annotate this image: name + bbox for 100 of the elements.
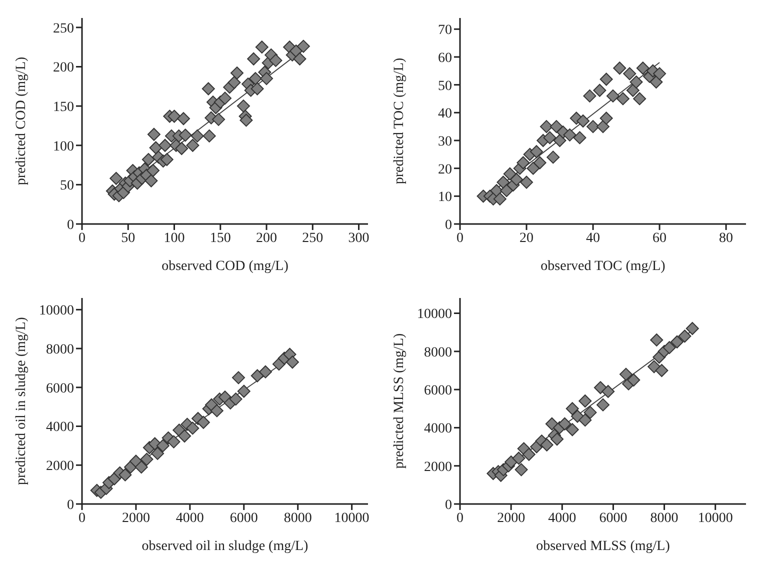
point [606, 89, 620, 102]
point [526, 162, 540, 175]
x-tick-label: 2000 [497, 510, 526, 526]
point [530, 145, 543, 158]
point [566, 402, 579, 416]
point [613, 62, 626, 75]
x-tick-label: 8000 [284, 510, 312, 526]
y-tick-label: 0 [67, 498, 74, 513]
point [533, 156, 546, 170]
x-axis-title: observed oil in sludge (mg/L) [142, 539, 309, 554]
x-tick-label: 0 [456, 230, 464, 246]
x-tick-label: 150 [210, 230, 231, 246]
point [550, 120, 563, 134]
point [520, 176, 534, 189]
y-tick-label: 40 [438, 106, 452, 122]
point [576, 114, 590, 128]
point [678, 330, 692, 343]
point [258, 365, 272, 378]
y-axis-title: predicted oil in sludge (mg/L) [14, 316, 29, 485]
point [140, 452, 154, 466]
point [286, 356, 299, 369]
point [630, 76, 643, 89]
point [545, 417, 558, 430]
x-axis-title: observed TOC (mg/L) [540, 259, 666, 274]
x-tick-label: 0 [78, 510, 86, 526]
y-tick-label: 8000 [424, 345, 452, 360]
x-tick-label: 40 [586, 230, 600, 246]
x-tick-label: 4000 [176, 510, 204, 526]
y-tick-label: 30 [438, 134, 452, 150]
point [596, 398, 610, 412]
point [516, 156, 530, 170]
point [232, 371, 245, 384]
x-tick-label: 250 [302, 230, 324, 246]
point [178, 429, 192, 442]
y-tick-label: 8000 [46, 342, 74, 358]
x-tick-label: 80 [719, 230, 734, 246]
point [600, 112, 613, 125]
x-tick-label: 6000 [230, 510, 258, 526]
point [250, 369, 264, 382]
x-tick-label: 6000 [599, 510, 628, 526]
point [602, 384, 615, 398]
x-tick-label: 100 [164, 230, 185, 246]
x-axis-title: observed MLSS (mg/L) [536, 539, 670, 554]
point [496, 176, 510, 189]
y-tick-label: 100 [53, 139, 74, 154]
point [627, 374, 640, 387]
x-tick-label: 0 [456, 510, 464, 526]
point [584, 406, 597, 419]
x-tick-label: 50 [121, 230, 136, 246]
point [151, 446, 164, 460]
point [619, 368, 632, 381]
x-tick-label: 300 [348, 230, 370, 246]
point [186, 422, 200, 435]
y-axis-title: predicted MLSS (mg/L) [392, 333, 407, 469]
y-tick-label: 0 [67, 218, 74, 233]
y-tick-label: 2000 [424, 460, 452, 475]
point [512, 452, 526, 465]
y-tick-label: 0 [445, 218, 452, 233]
x-axis-title: observed COD (mg/L) [162, 259, 289, 274]
point [648, 360, 661, 374]
y-tick-label: 250 [53, 21, 74, 36]
y-tick-label: 4000 [424, 422, 452, 437]
point [503, 167, 516, 180]
point [522, 448, 536, 461]
point [546, 150, 560, 164]
point [650, 333, 664, 346]
point [563, 128, 576, 142]
x-tick-label: 20 [520, 230, 534, 246]
point [636, 62, 650, 75]
y-tick-label: 6000 [46, 381, 74, 396]
y-tick-label: 10000 [417, 307, 452, 322]
point [210, 404, 224, 418]
point [653, 67, 666, 80]
y-tick-label: 2000 [46, 459, 74, 474]
x-tick-label: 60 [652, 230, 667, 246]
y-tick-label: 70 [438, 23, 452, 38]
point [558, 417, 572, 430]
x-tick-label: 8000 [650, 510, 678, 526]
y-axis-title: predicted TOC (mg/L) [392, 58, 407, 184]
point [237, 384, 250, 398]
point [594, 381, 607, 394]
y-tick-label: 50 [438, 78, 452, 94]
point [600, 72, 613, 86]
point [540, 438, 554, 452]
point [583, 89, 596, 102]
y-tick-label: 200 [53, 60, 74, 76]
point [167, 435, 180, 448]
point [670, 335, 684, 348]
y-tick-label: 4000 [46, 420, 74, 436]
point [650, 76, 663, 89]
y-tick-label: 10000 [39, 304, 74, 319]
point [578, 414, 592, 427]
point [229, 392, 242, 406]
x-tick-label: 2000 [122, 510, 150, 526]
point [118, 468, 132, 482]
point [596, 120, 610, 134]
point [500, 184, 514, 198]
point [686, 322, 699, 336]
point [566, 423, 579, 436]
y-tick-label: 0 [445, 498, 452, 513]
